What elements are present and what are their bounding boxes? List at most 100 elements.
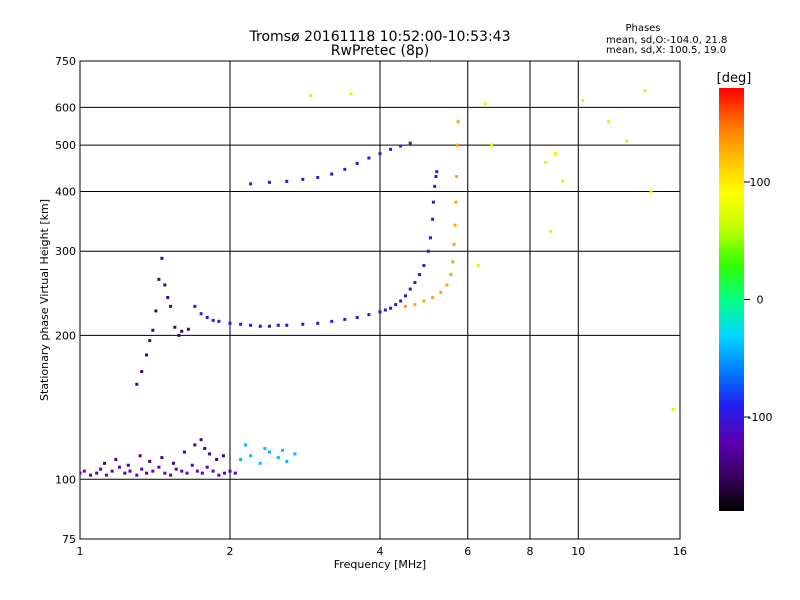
data-point	[145, 471, 149, 475]
data-point	[114, 457, 118, 461]
data-point	[408, 141, 412, 145]
x-axis-label: Frequency [MHz]	[334, 558, 426, 571]
colorbar-label: [deg]	[717, 71, 752, 86]
data-point	[349, 92, 353, 96]
data-point	[160, 456, 164, 460]
data-point	[182, 450, 186, 454]
data-point	[399, 299, 403, 303]
data-point	[157, 465, 161, 469]
data-point	[171, 461, 175, 465]
colorbar-ticks: -100 0 100	[744, 176, 772, 424]
data-point	[267, 180, 271, 184]
data-point	[434, 174, 438, 178]
data-point	[431, 200, 435, 204]
data-point	[422, 299, 426, 303]
data-point	[293, 452, 297, 456]
data-point	[104, 473, 108, 477]
data-point	[383, 308, 387, 312]
data-point	[151, 328, 155, 332]
data-point	[643, 89, 647, 93]
data-point	[276, 456, 280, 460]
data-points	[80, 89, 675, 477]
data-point	[544, 160, 548, 164]
data-point	[483, 102, 487, 106]
data-point	[301, 322, 305, 326]
data-point	[239, 457, 243, 461]
data-point	[138, 454, 142, 458]
y-axis-label: Stationary phase Virtual Height [km]	[38, 199, 51, 401]
data-point	[249, 454, 253, 458]
y-tick-label: 300	[55, 245, 76, 258]
data-point	[99, 467, 103, 471]
data-point	[160, 256, 164, 260]
data-point	[223, 471, 227, 475]
data-point	[135, 382, 139, 386]
data-point	[205, 315, 209, 319]
phases-header: Phases	[625, 23, 660, 34]
data-point	[154, 309, 158, 313]
data-point	[428, 236, 432, 240]
data-point	[476, 264, 480, 268]
data-point	[330, 172, 334, 176]
data-point	[561, 179, 565, 183]
data-point	[449, 273, 453, 277]
data-point	[455, 174, 459, 178]
data-point	[169, 304, 173, 308]
data-point	[82, 469, 86, 473]
data-point	[403, 294, 407, 298]
colorbar	[719, 88, 744, 511]
data-point	[490, 143, 494, 147]
data-point	[581, 99, 585, 103]
data-point	[244, 443, 248, 447]
data-point	[308, 94, 312, 98]
data-point	[151, 469, 155, 473]
data-point	[211, 469, 215, 473]
data-point	[367, 156, 371, 160]
y-tick-label: 600	[55, 101, 76, 114]
data-point	[301, 177, 305, 181]
data-point	[455, 143, 459, 147]
data-point	[389, 147, 393, 151]
data-point	[195, 469, 199, 473]
chart-title: Tromsø 20161118 10:52:00-10:53:43	[249, 29, 511, 45]
data-point	[249, 182, 253, 186]
y-tick-label: 400	[55, 185, 76, 198]
x-tick-label: 2	[227, 545, 234, 558]
data-point	[193, 443, 197, 447]
data-point	[249, 323, 253, 327]
data-point	[452, 242, 456, 246]
data-point	[549, 229, 553, 233]
data-point	[422, 264, 426, 268]
data-point	[431, 296, 435, 300]
colorbar-tick-label: -100	[748, 411, 773, 424]
data-point	[221, 454, 225, 458]
x-tick-label: 6	[464, 545, 471, 558]
data-point	[80, 471, 82, 475]
x-tick-label: 10	[571, 545, 585, 558]
data-point	[394, 303, 398, 307]
data-point	[128, 469, 132, 473]
data-point	[276, 323, 280, 327]
x-tick-label: 8	[527, 545, 534, 558]
data-point	[217, 319, 221, 323]
data-point	[445, 283, 449, 287]
data-point	[378, 152, 382, 156]
y-tick-label: 500	[55, 139, 76, 152]
data-point	[140, 370, 144, 374]
data-point	[95, 471, 99, 475]
y-tick-label: 75	[62, 533, 76, 546]
data-point	[285, 323, 289, 327]
data-point	[145, 353, 149, 357]
data-point	[103, 461, 107, 465]
data-point	[456, 120, 460, 124]
data-point	[435, 170, 439, 174]
data-point	[166, 296, 170, 300]
data-point	[180, 469, 184, 473]
data-point	[126, 463, 130, 467]
data-point	[228, 469, 232, 473]
data-point	[233, 471, 237, 475]
data-point	[453, 223, 457, 227]
data-point	[89, 473, 93, 477]
data-point	[203, 446, 207, 450]
